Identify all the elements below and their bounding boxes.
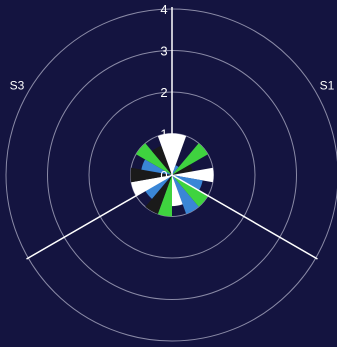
polar-bar-s1-3 <box>172 164 193 175</box>
polar-bar-s2-8 <box>172 175 183 207</box>
radial-tick-label-1: 1 <box>160 127 167 142</box>
angular-label-s3: S3 <box>10 79 25 93</box>
polar-bar-s1-2 <box>172 143 208 175</box>
radial-tick-label-4: 4 <box>160 2 167 17</box>
polar-bar-s3-17 <box>157 133 172 175</box>
polar-bar-s1-1 <box>172 165 179 175</box>
axis-layer <box>26 7 318 260</box>
sector-divider-1 <box>171 174 318 260</box>
polar-bar-s2-9 <box>157 175 172 217</box>
polar-bar-s3-15 <box>136 143 172 175</box>
polar-bar-s1-4 <box>172 167 214 183</box>
polar-bar-s3-16 <box>151 145 172 175</box>
angular-label-s1: S1 <box>320 79 335 93</box>
polar-bar-s2-10 <box>145 175 172 214</box>
polar-bar-s3-14 <box>141 159 172 175</box>
polar-bar-s2-11 <box>145 175 172 199</box>
label-layer: 01234S1S2S3 <box>10 2 335 183</box>
sector-divider-2 <box>26 174 173 260</box>
radial-tick-label-0: 0 <box>160 168 167 183</box>
radial-tick-label-3: 3 <box>160 44 167 59</box>
polar-bar-s1-0 <box>172 133 187 175</box>
polar-bar-s2-6 <box>172 175 208 207</box>
polar-bar-s2-7 <box>172 175 199 214</box>
polar-bar-s3-13 <box>130 167 172 183</box>
radial-tick-label-2: 2 <box>160 85 167 100</box>
bar-layer <box>130 133 214 217</box>
